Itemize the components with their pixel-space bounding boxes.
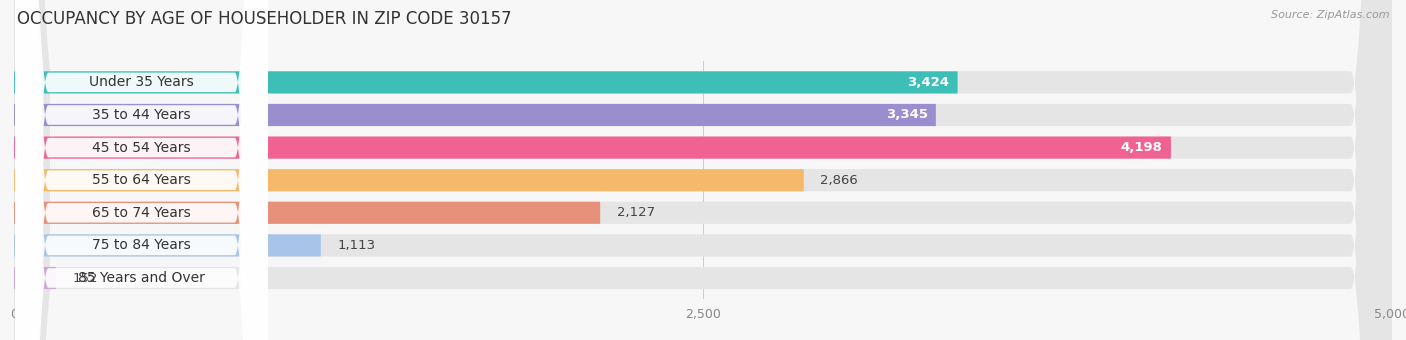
FancyBboxPatch shape (14, 169, 804, 191)
FancyBboxPatch shape (15, 0, 269, 340)
Text: 55 to 64 Years: 55 to 64 Years (93, 173, 191, 187)
FancyBboxPatch shape (14, 0, 1392, 340)
Text: OCCUPANCY BY AGE OF HOUSEHOLDER IN ZIP CODE 30157: OCCUPANCY BY AGE OF HOUSEHOLDER IN ZIP C… (17, 10, 512, 28)
FancyBboxPatch shape (15, 0, 269, 340)
FancyBboxPatch shape (14, 0, 1392, 340)
FancyBboxPatch shape (14, 234, 321, 256)
FancyBboxPatch shape (15, 0, 269, 340)
FancyBboxPatch shape (14, 0, 1392, 340)
Text: Source: ZipAtlas.com: Source: ZipAtlas.com (1271, 10, 1389, 20)
Text: 85 Years and Over: 85 Years and Over (79, 271, 205, 285)
Text: 3,424: 3,424 (907, 76, 949, 89)
FancyBboxPatch shape (14, 0, 1392, 340)
FancyBboxPatch shape (14, 0, 1392, 340)
FancyBboxPatch shape (15, 0, 269, 340)
Text: 35 to 44 Years: 35 to 44 Years (93, 108, 191, 122)
Text: 4,198: 4,198 (1121, 141, 1163, 154)
FancyBboxPatch shape (14, 0, 1392, 340)
FancyBboxPatch shape (14, 202, 600, 224)
FancyBboxPatch shape (14, 267, 56, 289)
FancyBboxPatch shape (15, 0, 269, 340)
Text: 65 to 74 Years: 65 to 74 Years (93, 206, 191, 220)
Text: 152: 152 (73, 272, 98, 285)
Text: 2,866: 2,866 (820, 174, 858, 187)
Text: 1,113: 1,113 (337, 239, 375, 252)
FancyBboxPatch shape (14, 104, 936, 126)
Text: 45 to 54 Years: 45 to 54 Years (93, 141, 191, 155)
Text: Under 35 Years: Under 35 Years (89, 75, 194, 89)
Text: 2,127: 2,127 (617, 206, 655, 219)
Text: 3,345: 3,345 (886, 108, 928, 121)
FancyBboxPatch shape (14, 0, 1392, 340)
FancyBboxPatch shape (14, 71, 957, 94)
FancyBboxPatch shape (15, 0, 269, 340)
Text: 75 to 84 Years: 75 to 84 Years (93, 238, 191, 252)
FancyBboxPatch shape (15, 0, 269, 340)
FancyBboxPatch shape (14, 137, 1171, 159)
